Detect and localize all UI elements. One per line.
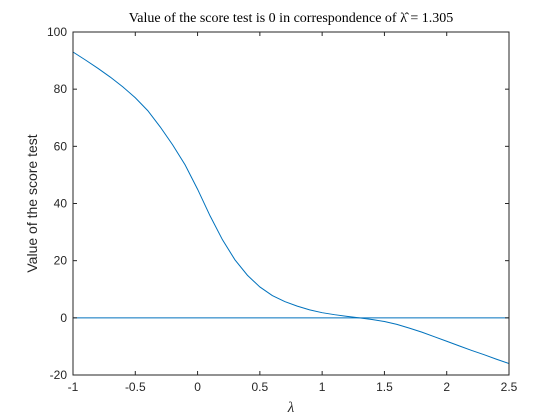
y-tick-label: -20 [50, 368, 68, 382]
x-tick-label: 2 [443, 380, 450, 394]
y-tick-label: 20 [54, 254, 68, 268]
plot-area [73, 32, 509, 375]
score-curve [72, 51, 510, 365]
y-tick-label: 60 [54, 139, 68, 153]
x-tick-label: -1 [68, 380, 79, 394]
y-tick-label: 40 [54, 197, 68, 211]
y-tick-label: 0 [60, 311, 67, 325]
x-axis-ticks: -1 -0.5 0 0.5 1 1.5 2 2.5 [68, 32, 518, 394]
x-tick-label: 0.5 [252, 380, 269, 394]
y-tick-label: 100 [47, 25, 67, 39]
x-axis-label: λ [287, 400, 295, 416]
plot-lines [72, 51, 510, 365]
chart-title: Value of the score test is 0 in correspo… [129, 11, 454, 26]
x-tick-label: 1 [319, 380, 326, 394]
x-tick-label: 2.5 [501, 380, 518, 394]
x-tick-label: -0.5 [125, 380, 146, 394]
y-tick-label: 80 [54, 82, 68, 96]
x-tick-label: 0 [194, 380, 201, 394]
x-tick-label: 1.5 [376, 380, 393, 394]
y-axis-ticks: -20 0 20 40 60 80 100 [47, 25, 509, 382]
y-axis-label: Value of the score test [24, 134, 40, 272]
